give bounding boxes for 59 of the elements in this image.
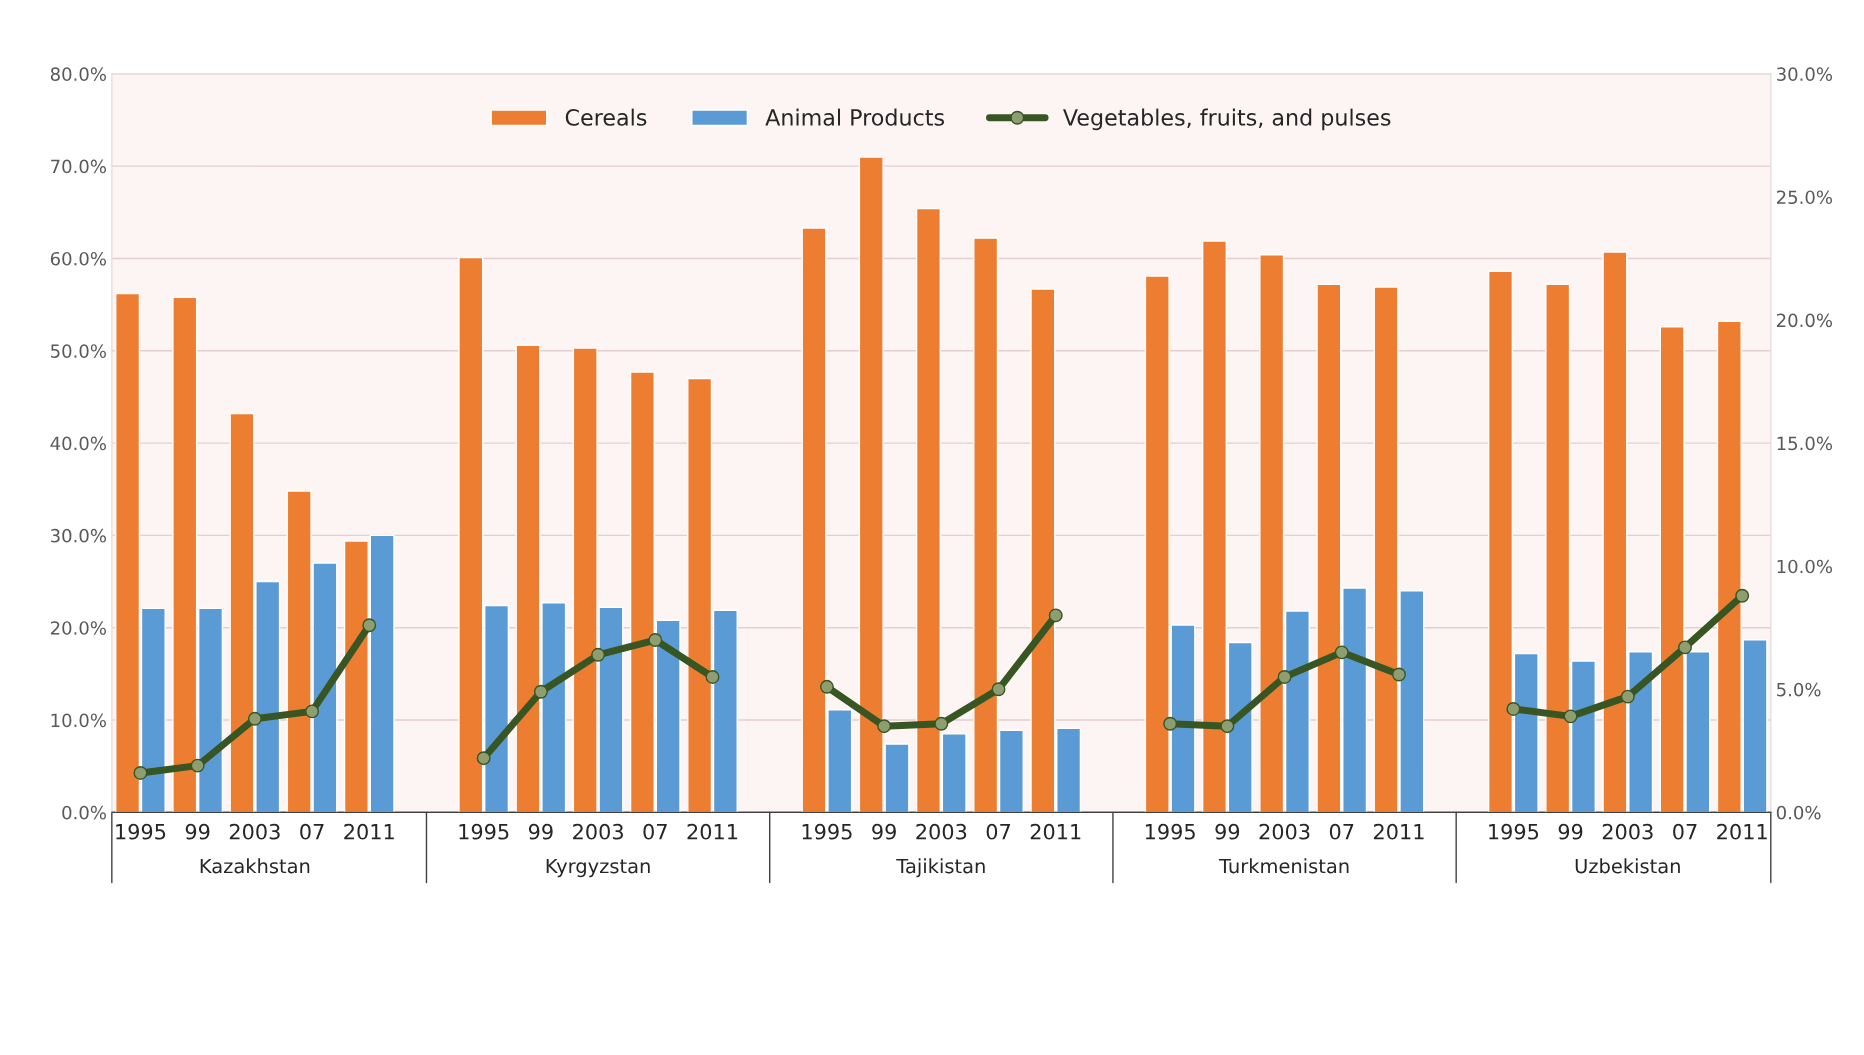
point [362,618,377,633]
point [247,711,262,726]
x-tick-label: 07 [643,823,667,840]
point [1563,709,1578,724]
point [305,704,320,719]
text: Uzbekistan [1575,858,1680,874]
x-tick-label: 2011 [1030,823,1081,840]
x-tick-label: 07 [300,823,324,840]
point [1678,640,1692,655]
point [1506,702,1521,716]
y-tick-label: 10.0% [51,713,106,728]
x-tick-label: 2011 [687,823,738,840]
y2-tick-label: 20.0% [1776,313,1833,328]
x-tick-label: 99 [1558,823,1583,840]
x-tick-label: 1995 [1145,823,1195,840]
x-tick-label: 2003 [573,823,623,840]
x-tick-label: 99 [185,823,210,840]
x-tick-label: 2003 [916,823,967,840]
y-tick-label: 70.0% [51,159,106,174]
y2-tick-label: 15.0% [1777,436,1833,451]
x-tick-label: 07 [1329,823,1354,840]
y-tick-label: 20.0% [50,621,106,635]
point [1620,689,1635,704]
y-tick-label: 0.0% [62,805,106,820]
legend-label: Vegetables, fruits, and pulses [1063,108,1391,131]
x-tick-label: 1995 [116,823,166,840]
y2-tick-label: 10.0% [1777,559,1833,574]
y2-tick-label: 25.0% [1776,190,1833,205]
y-tick-label: 60.0% [50,251,106,266]
x-tick-label: 99 [1215,823,1240,840]
x-tick-label: 1995 [459,823,509,840]
y2-tick-label: 30.0% [1777,67,1833,81]
y-tick-label: 40.0% [50,436,106,451]
legend-label: Cereals [565,108,647,126]
y2-tick-label: 5.0% [1777,682,1821,697]
x-tick-label: 07 [1673,823,1697,840]
text: Turkmenistan [1218,858,1349,874]
point [133,766,148,780]
text: Kazakhstan [200,858,310,874]
x-tick-label: 2003 [1602,823,1653,840]
point [1735,588,1750,603]
x-tick-label: 07 [986,823,1010,840]
x-tick-label: 1995 [1489,823,1539,840]
x-tick-label: 2011 [1373,823,1424,840]
point [190,758,205,773]
y-tick-label: 80.0% [50,67,106,81]
y-tick-label: 50.0% [51,344,106,358]
y-tick-label: 30.0% [51,528,106,543]
x-tick-label: 2011 [344,823,394,840]
text: Kyrgyzstan [546,858,650,878]
x-tick-label: 2011 [1717,823,1767,840]
x-tick-label: 2003 [229,823,280,840]
x-tick-label: 99 [872,823,896,840]
x-tick-label: 99 [528,823,553,840]
x-tick-label: 1995 [802,823,852,840]
x-tick-label: 2003 [1259,823,1310,840]
text: Tajikistan [896,858,985,878]
y2-tick-label: 0.0% [1776,805,1821,820]
legend-label: Animal Products [765,108,944,126]
